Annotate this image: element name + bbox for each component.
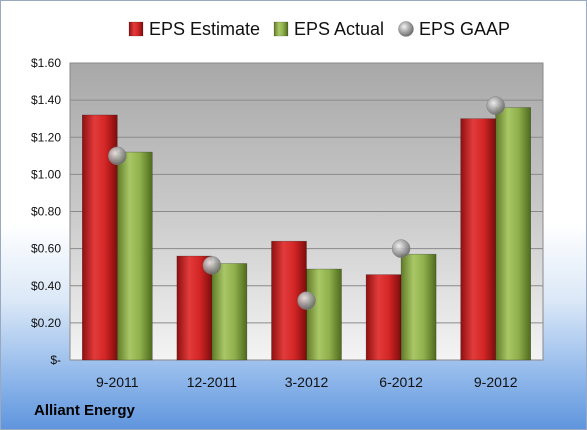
y-axis-ticks: $- $0.20 $0.40 $0.60 $0.80 $1.00 $1.20 $1.40 $1.…	[31, 56, 61, 367]
y-tick-label: $1.60	[31, 56, 61, 70]
marker-eps-gaap	[486, 96, 505, 115]
y-tick-label: $1.20	[31, 130, 61, 144]
marker-eps-gaap	[202, 256, 222, 275]
legend-swatch	[128, 21, 144, 37]
y-tick-label: $0.80	[31, 205, 61, 219]
y-tick-label: $0.60	[31, 242, 61, 256]
x-category-label: 12-2011	[187, 374, 238, 390]
marker-eps-gaap	[297, 291, 316, 310]
bar-eps-estimate	[460, 118, 497, 361]
marker-eps-gaap	[391, 239, 411, 258]
bar-eps-estimate	[365, 274, 402, 361]
legend-label: EPS GAAP	[419, 19, 510, 39]
y-tick-label: $0.40	[31, 279, 61, 293]
company-name: Alliant Energy	[34, 402, 135, 419]
legend: EPS Estimate EPS Actual EPS GAAP	[128, 19, 510, 39]
gaap-markers	[108, 96, 505, 310]
legend-label: EPS Actual	[294, 19, 384, 39]
x-category-label: 3-2012	[285, 374, 329, 390]
y-tick-label: $1.40	[31, 93, 61, 107]
x-axis-categories: 9-2011 12-2011 3-2012 6-2012 9-2012	[96, 374, 518, 390]
y-tick-label: $0.20	[31, 316, 61, 330]
bar-eps-actual	[400, 253, 437, 361]
legend-swatch	[273, 21, 289, 37]
y-tick-label: $-	[50, 353, 61, 367]
bar-eps-actual	[306, 268, 342, 361]
legend-label: EPS Estimate	[149, 19, 260, 39]
bars	[82, 107, 532, 361]
x-category-label: 9-2011	[96, 374, 139, 390]
bar-eps-actual	[117, 151, 153, 361]
bar-eps-actual	[211, 263, 248, 361]
marker-eps-gaap	[108, 146, 127, 166]
bar-eps-actual	[495, 107, 532, 361]
y-tick-label: $1.00	[31, 167, 61, 181]
x-category-label: 6-2012	[379, 374, 423, 390]
legend-swatch	[398, 21, 414, 37]
x-category-label: 9-2012	[474, 374, 518, 390]
